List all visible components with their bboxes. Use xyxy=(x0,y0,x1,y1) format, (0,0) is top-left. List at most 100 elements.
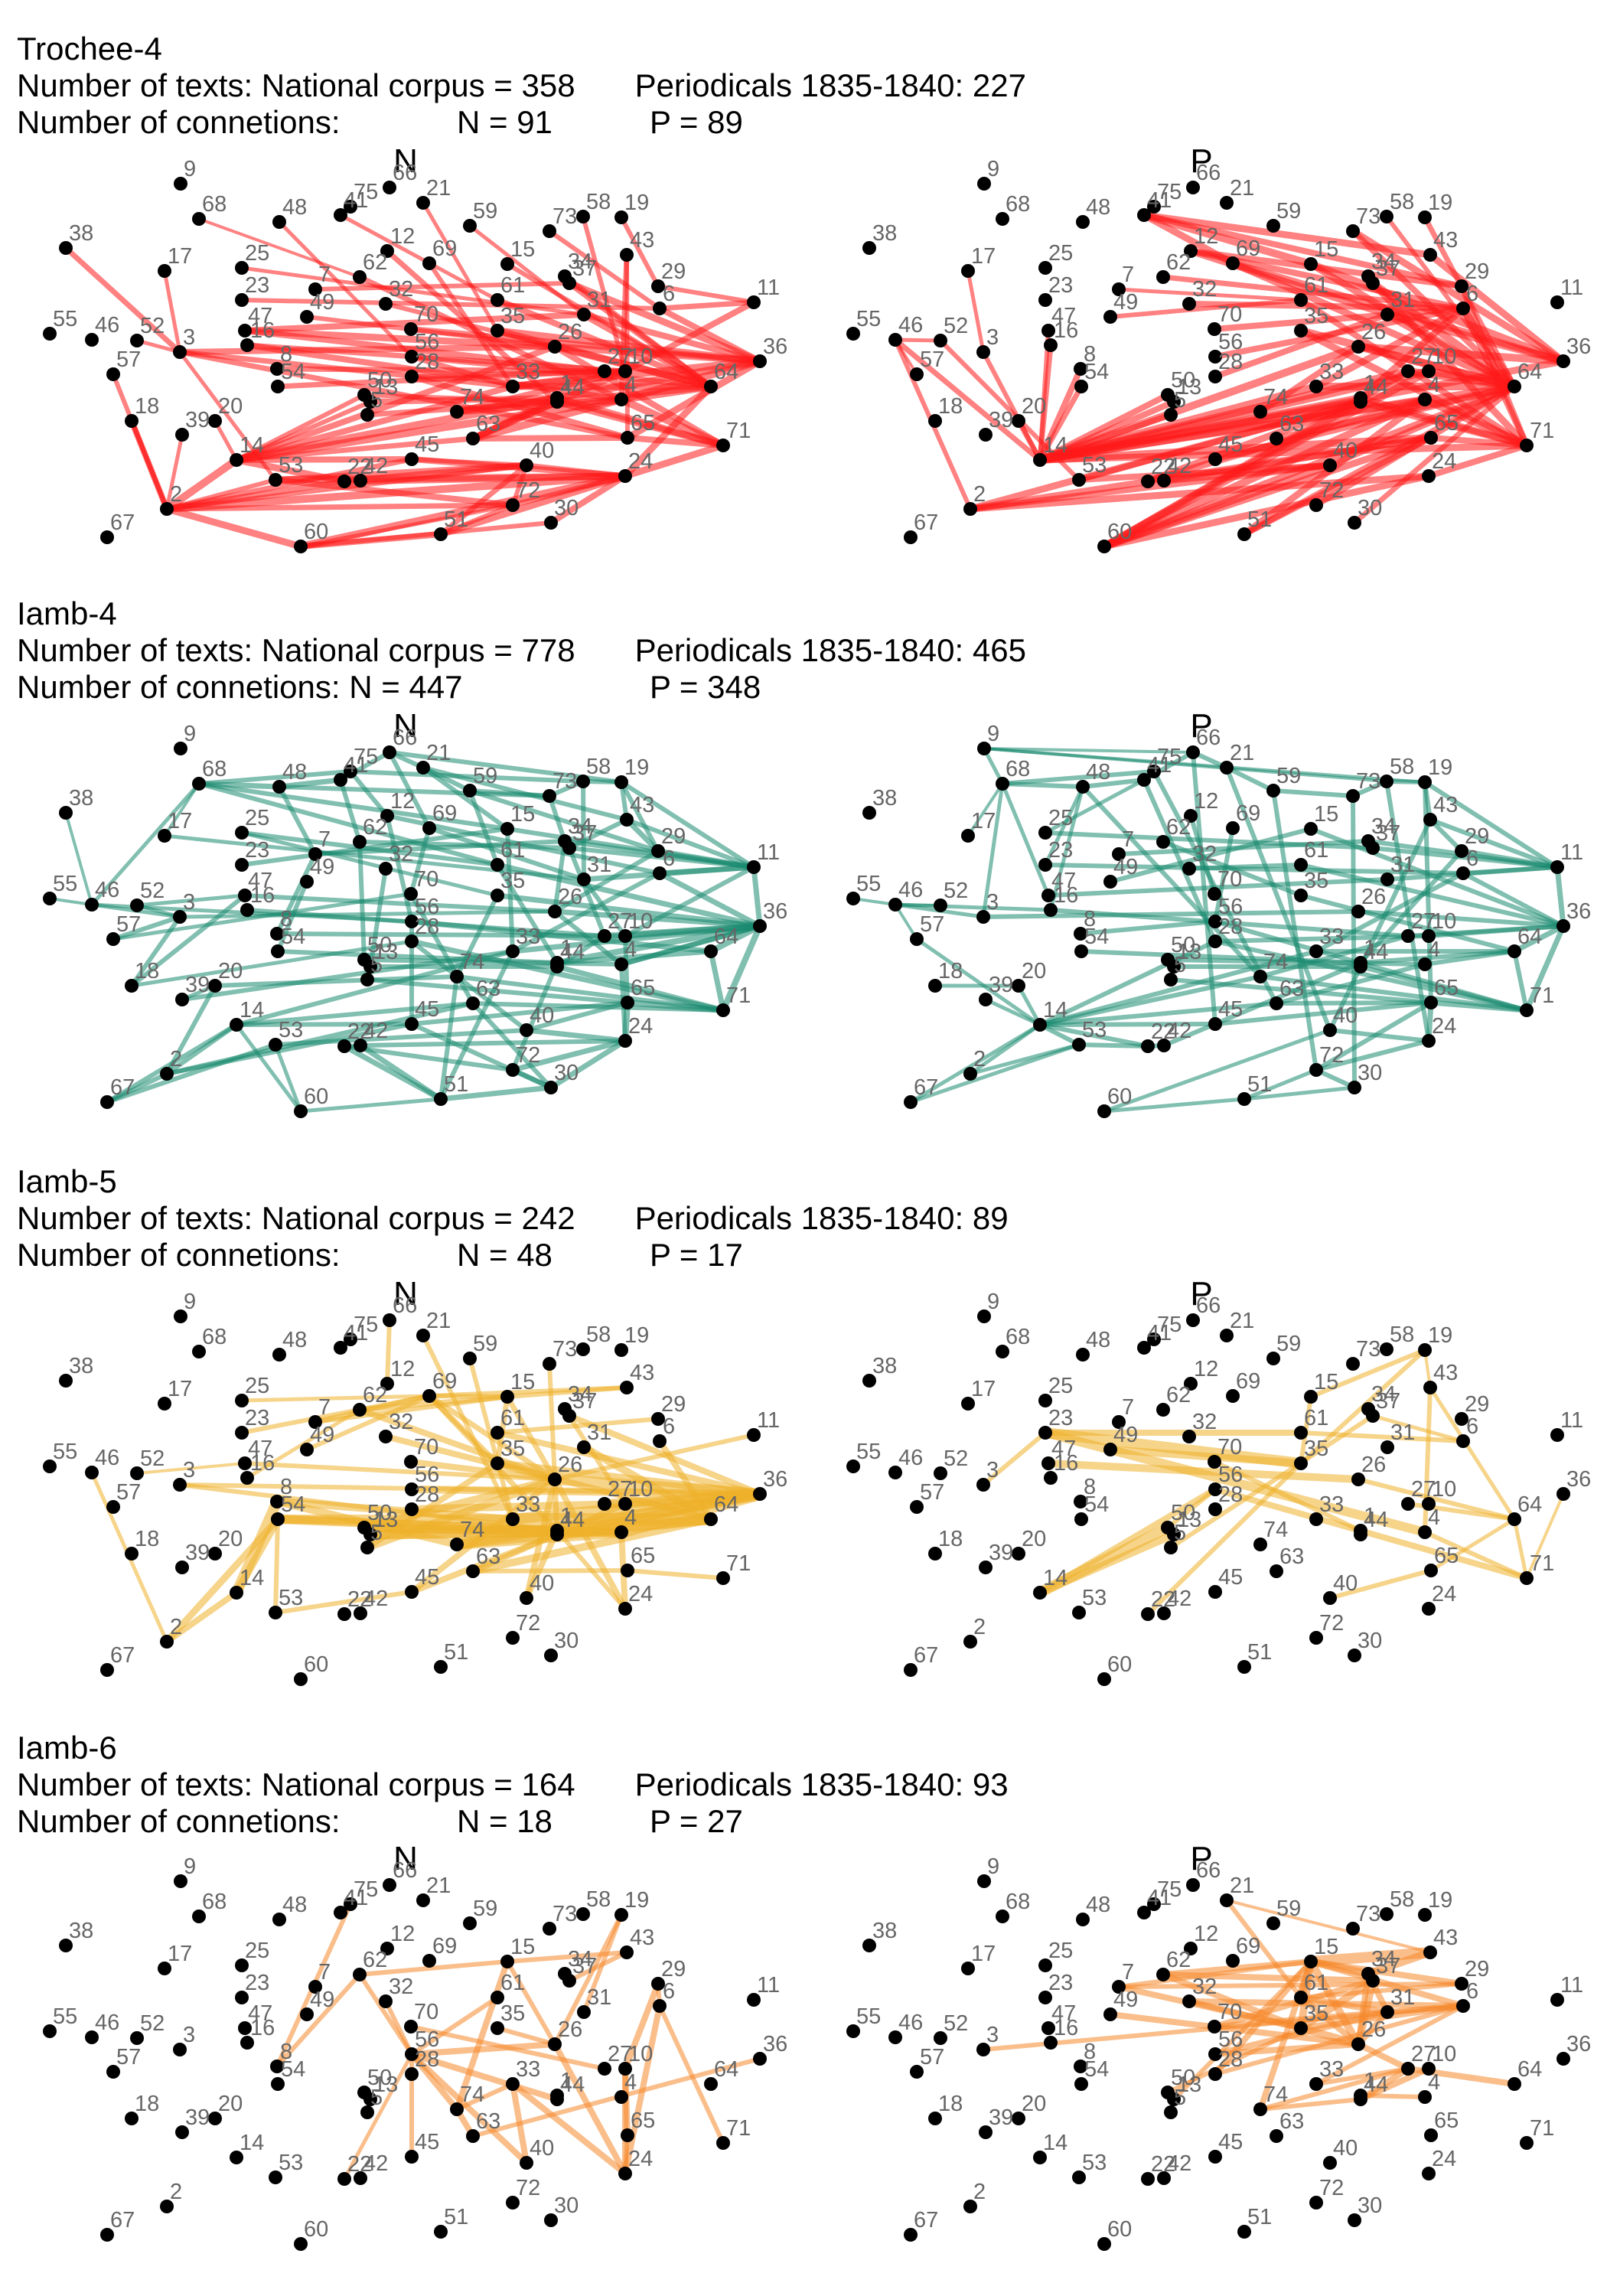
node-29 xyxy=(1455,279,1468,293)
node-37 xyxy=(562,1974,576,1988)
node-label-32: 32 xyxy=(1192,842,1217,866)
node-12 xyxy=(1184,244,1198,258)
node-label-75: 75 xyxy=(354,1313,378,1337)
node-label-57: 57 xyxy=(920,1480,944,1505)
node-label-58: 58 xyxy=(586,1887,611,1912)
node-label-19: 19 xyxy=(1428,1888,1452,1913)
edge-33-51 xyxy=(438,949,515,1101)
node-label-64: 64 xyxy=(1517,1492,1542,1517)
node-16 xyxy=(240,903,254,917)
node-42 xyxy=(1157,474,1171,488)
node-36 xyxy=(753,919,767,933)
node-label-32: 32 xyxy=(1192,1410,1217,1434)
node-29 xyxy=(651,844,665,858)
node-49 xyxy=(1103,875,1117,889)
edge-3-1 xyxy=(178,1482,559,1533)
node-label-28: 28 xyxy=(415,350,439,374)
node-label-43: 43 xyxy=(1433,228,1458,253)
edge-50-4 xyxy=(362,957,624,967)
node-label-57: 57 xyxy=(920,347,944,372)
node-15 xyxy=(1304,1390,1318,1404)
node-label-66: 66 xyxy=(1196,726,1221,750)
node-label-34: 34 xyxy=(568,249,592,274)
node-8 xyxy=(270,1495,284,1508)
node-46 xyxy=(85,1466,99,1479)
node-58 xyxy=(576,775,590,788)
texts-line: Number of texts: National corpus = 778 Pe… xyxy=(17,632,1026,669)
node-label-35: 35 xyxy=(500,304,525,328)
node-47 xyxy=(238,2021,252,2035)
node-39 xyxy=(979,2125,993,2139)
node-label-73: 73 xyxy=(1356,1337,1380,1362)
node-label-29: 29 xyxy=(1465,1392,1489,1417)
node-label-31: 31 xyxy=(587,1420,611,1445)
edge-71-36 xyxy=(1525,1492,1565,1580)
edge-45-26 xyxy=(409,1476,558,1595)
node-label-6: 6 xyxy=(1466,1414,1478,1439)
node-41 xyxy=(334,1341,347,1355)
edge-74-27 xyxy=(1258,2066,1410,2112)
node-30 xyxy=(544,516,558,530)
edge-52-3 xyxy=(135,338,182,354)
node-label-23: 23 xyxy=(245,273,269,298)
edge-36-71 xyxy=(720,923,763,1013)
node-label-32: 32 xyxy=(389,1410,413,1434)
node-label-75: 75 xyxy=(1157,745,1182,769)
node-32 xyxy=(1182,1430,1196,1443)
node-label-9: 9 xyxy=(987,1854,999,1879)
node-label-26: 26 xyxy=(1361,1453,1386,1477)
node-12 xyxy=(380,1377,394,1391)
node-label-24: 24 xyxy=(628,2147,653,2171)
node-label-36: 36 xyxy=(763,1467,787,1492)
node-label-71: 71 xyxy=(1530,2116,1554,2141)
node-61 xyxy=(1294,1991,1308,2004)
node-label-43: 43 xyxy=(630,1361,654,1385)
node-label-44: 44 xyxy=(1364,940,1388,964)
node-62 xyxy=(353,1968,367,1981)
edge-24-26 xyxy=(552,1476,628,1612)
node-60 xyxy=(294,2237,308,2251)
node-label-69: 69 xyxy=(432,1934,457,1958)
edge-51-72 xyxy=(1242,1068,1319,1101)
node-32 xyxy=(379,1430,393,1443)
node-38 xyxy=(862,1374,876,1388)
node-35 xyxy=(491,889,504,902)
node-label-24: 24 xyxy=(628,1582,653,1606)
node-36 xyxy=(753,1487,767,1501)
node-24 xyxy=(1422,1034,1436,1048)
node-51 xyxy=(1237,2225,1251,2239)
edge-3-26 xyxy=(981,909,1361,919)
node-61 xyxy=(1294,1426,1308,1440)
node-48 xyxy=(1076,1913,1090,1926)
node-label-22: 22 xyxy=(347,1019,372,1044)
node-label-75: 75 xyxy=(354,745,378,769)
node-49 xyxy=(300,875,314,889)
edge-65-63 xyxy=(471,1568,630,1574)
node-label-74: 74 xyxy=(1263,950,1288,974)
node-47 xyxy=(238,889,252,902)
node-label-70: 70 xyxy=(1217,867,1242,892)
node-label-27: 27 xyxy=(1411,909,1436,934)
node-73 xyxy=(1346,1922,1360,1936)
node-27 xyxy=(1401,2062,1415,2076)
node-51 xyxy=(434,527,448,541)
node-label-26: 26 xyxy=(558,320,582,344)
node-38 xyxy=(862,241,876,255)
node-label-38: 38 xyxy=(872,1354,897,1378)
edge-51-60 xyxy=(1102,1097,1247,1114)
edge-3-23 xyxy=(981,1430,1048,1487)
node-label-47: 47 xyxy=(248,1437,272,1461)
node-label-55: 55 xyxy=(856,2004,881,2029)
node-41 xyxy=(1137,1906,1151,1919)
node-label-7: 7 xyxy=(1122,827,1134,852)
node-label-17: 17 xyxy=(168,1942,192,1966)
node-label-39: 39 xyxy=(989,2105,1013,2130)
edge-29-11 xyxy=(656,284,756,305)
node-16 xyxy=(240,1471,254,1485)
node-label-65: 65 xyxy=(631,1544,655,1568)
edge-70-37 xyxy=(1211,1978,1376,2030)
node-label-42: 42 xyxy=(363,1587,388,1611)
node-label-17: 17 xyxy=(971,1377,996,1401)
node-18 xyxy=(125,1547,139,1561)
node-label-4: 4 xyxy=(624,938,637,962)
